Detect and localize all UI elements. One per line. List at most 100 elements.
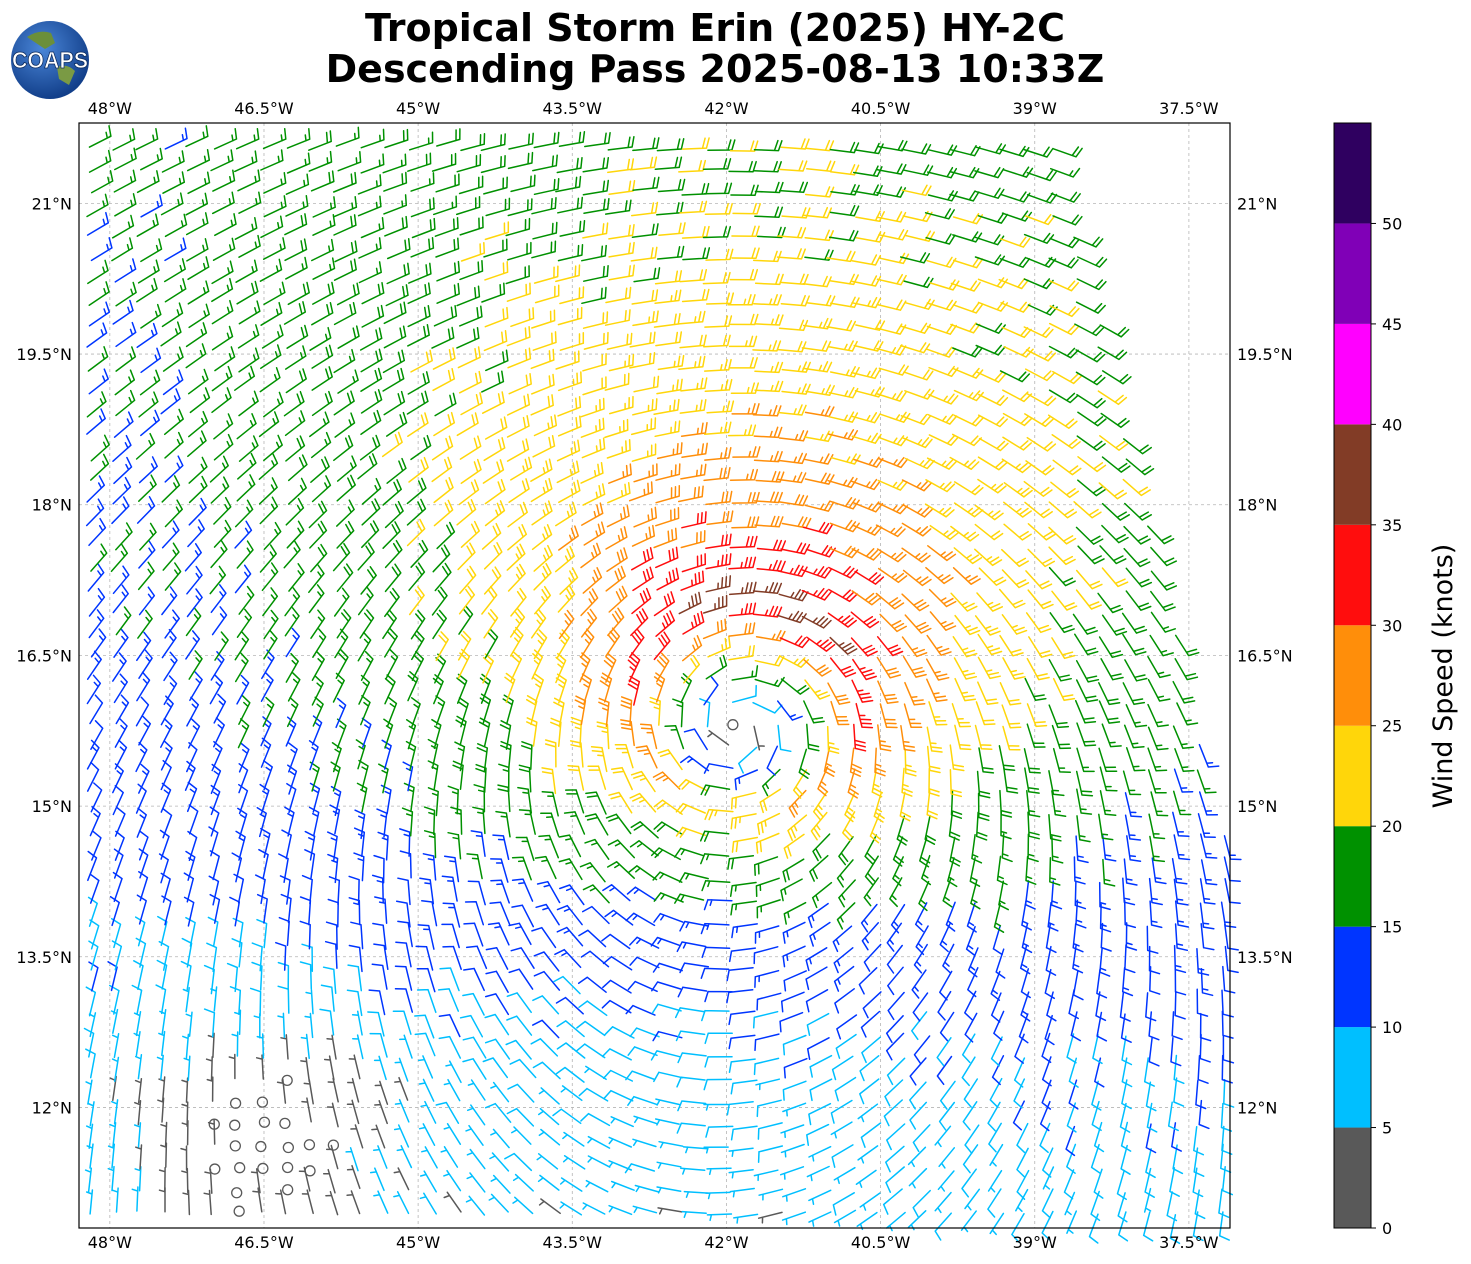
wind-barb (1026, 703, 1048, 728)
wind-barb (88, 368, 109, 395)
wind-barb (437, 988, 460, 1012)
wind-barb (484, 993, 510, 1016)
wind-barb (427, 787, 439, 817)
wind-barb (1150, 570, 1178, 591)
wind-barb (433, 477, 454, 504)
wind-barb (977, 478, 1007, 494)
wind-barb (1063, 1169, 1075, 1200)
wind-barb (777, 452, 808, 465)
wind-barb (559, 1201, 583, 1216)
wind-barb (113, 169, 137, 193)
colorbar-segment (1334, 625, 1371, 726)
wind-barb (1146, 925, 1159, 954)
wind-barb (509, 1058, 537, 1079)
wind-barb (812, 833, 831, 862)
wind-barb (420, 1100, 437, 1124)
wind-barb (703, 1078, 732, 1091)
wind-barb (508, 132, 534, 150)
lat-tick-label-right: 13.5°N (1237, 948, 1293, 967)
wind-barb (287, 477, 307, 505)
wind-barb (382, 479, 402, 506)
wind-barb (1122, 478, 1151, 497)
lon-tick-label-bottom: 45°W (396, 1233, 440, 1252)
wind-barb (361, 281, 385, 305)
wind-barb (655, 546, 679, 569)
wind-barb (961, 1168, 977, 1198)
wind-barb (925, 233, 956, 245)
wind-barb (90, 628, 107, 658)
wind-barb (393, 1124, 410, 1148)
wind-barb (447, 785, 459, 815)
wind-barb (948, 811, 961, 841)
wind-barb (657, 354, 685, 371)
wind-barb (112, 785, 124, 816)
wind-barb (359, 434, 381, 461)
wind-barb (1000, 191, 1031, 203)
wind-barb (1001, 326, 1032, 339)
wind-barb (582, 156, 610, 173)
wind-barb (703, 421, 732, 435)
wind-barb (989, 1212, 1005, 1236)
wind-barb (558, 479, 581, 504)
wind-barb (435, 173, 460, 193)
wind-barb (953, 657, 978, 680)
wind-barb (701, 879, 731, 892)
wind-barb (484, 478, 506, 505)
wind-barb (346, 1099, 360, 1125)
wind-barb (1001, 548, 1029, 568)
wind-barb (1002, 725, 1021, 751)
wind-barb (753, 856, 779, 876)
wind-barb (263, 434, 283, 462)
wind-barb (753, 725, 765, 751)
wind-barb (949, 456, 980, 470)
wind-barb (778, 181, 809, 194)
wind-barb (1125, 704, 1148, 728)
wind-barb (827, 682, 851, 705)
wind-barb (876, 273, 907, 286)
wind-barb (1100, 922, 1112, 952)
wind-barb (926, 323, 958, 335)
wind-barb (361, 477, 382, 505)
wind-barb (1096, 968, 1108, 999)
wind-barb (556, 1020, 585, 1038)
wind-barb (656, 378, 683, 395)
wind-barb (632, 566, 654, 592)
wind-barb (706, 1167, 732, 1176)
wind-barb (258, 1116, 271, 1128)
wind-barb (809, 1078, 833, 1102)
wind-barb (705, 654, 728, 680)
wind-barb (210, 784, 221, 816)
wind-barb (203, 964, 215, 995)
wind-barb (753, 294, 782, 306)
wind-barb (182, 1033, 190, 1060)
wind-barb (164, 562, 182, 591)
wind-barb (975, 371, 1007, 383)
wind-barb (164, 278, 187, 303)
wind-barb (728, 644, 755, 661)
wind-barb (328, 876, 341, 906)
wind-barb (189, 671, 203, 702)
wind-barb (369, 1032, 388, 1058)
wind-barb (213, 717, 225, 748)
wind-barb (209, 565, 227, 595)
wind-barb (359, 327, 383, 351)
wind-barb (301, 874, 313, 905)
wind-barb (358, 261, 382, 284)
wind-barb (531, 649, 544, 680)
wind-barb (466, 1172, 486, 1193)
wind-barb (287, 281, 310, 306)
wind-barb (1051, 637, 1076, 660)
wind-barb (583, 197, 610, 214)
wind-barb (115, 389, 136, 417)
wind-barb (903, 276, 934, 289)
wind-barb (253, 1012, 261, 1039)
wind-barb (853, 723, 867, 752)
wind-barb (209, 455, 229, 483)
wind-barb (1074, 699, 1097, 724)
wind-barb (632, 1205, 658, 1214)
wind-barb (632, 137, 660, 152)
wind-barb (373, 1190, 389, 1214)
wind-barb (1048, 659, 1072, 682)
wind-barb (730, 813, 757, 830)
map-ticks: 48°W48°W46.5°W46.5°W45°W45°W43.5°W43.5°W… (16, 99, 1292, 1252)
